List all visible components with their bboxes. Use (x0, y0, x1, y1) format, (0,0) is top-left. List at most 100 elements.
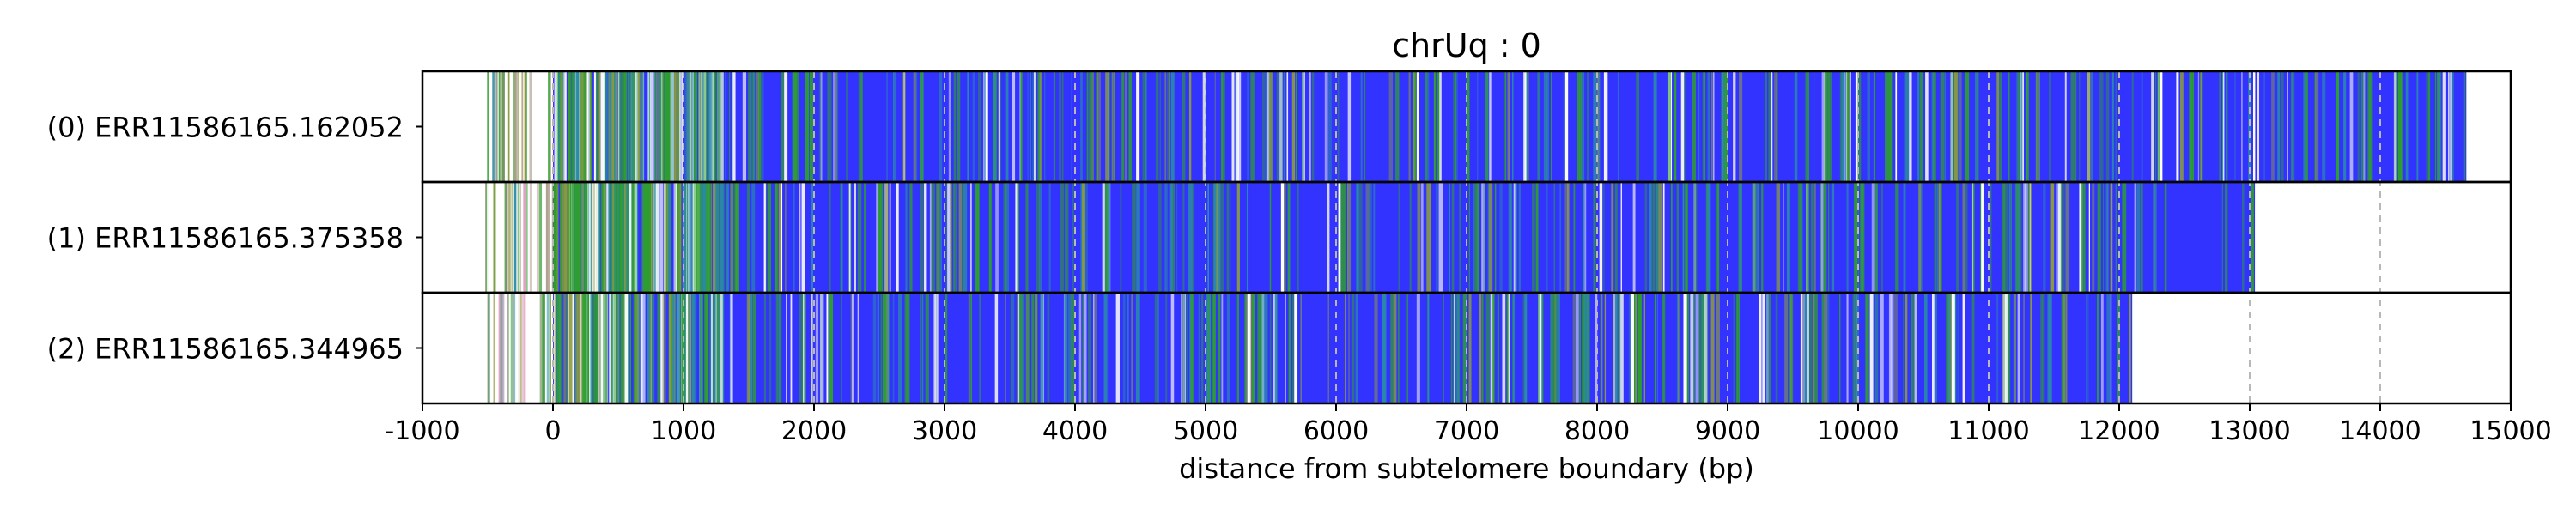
variant-stripe (2037, 71, 2040, 182)
variant-stripe (1136, 293, 1139, 403)
variant-stripe (1595, 293, 1598, 403)
variant-stripe (1188, 182, 1192, 293)
variant-stripe (2124, 182, 2126, 293)
variant-stripe (546, 293, 550, 403)
variant-stripe (1512, 71, 1514, 182)
variant-stripe (1005, 71, 1009, 182)
variant-stripe (1845, 71, 1848, 182)
variant-stripe (1005, 182, 1010, 293)
variant-stripe (793, 71, 797, 182)
variant-stripe (864, 182, 866, 293)
variant-stripe (1416, 293, 1420, 403)
variant-stripe (1644, 182, 1648, 293)
variant-stripe (1821, 71, 1826, 182)
variant-stripe (781, 71, 785, 182)
variant-stripe (1356, 182, 1359, 293)
variant-stripe (1962, 182, 1966, 293)
variant-stripe (1918, 182, 1922, 293)
variant-stripe (767, 182, 772, 293)
variant-stripe (1395, 71, 1400, 182)
variant-stripe (1072, 182, 1074, 293)
variant-stripe (674, 71, 678, 182)
variant-stripe (1893, 293, 1898, 403)
variant-stripe (510, 293, 513, 403)
variant-stripe (2064, 71, 2067, 182)
variant-stripe (1761, 182, 1764, 293)
variant-stripe (1010, 293, 1012, 403)
variant-stripe (857, 182, 862, 293)
variant-stripe (587, 182, 590, 293)
variant-stripe (618, 71, 622, 182)
variant-stripe (819, 71, 821, 182)
variant-stripe (2416, 71, 2419, 182)
variant-stripe (708, 182, 712, 293)
variant-stripe (876, 182, 878, 293)
variant-stripe (666, 182, 669, 293)
variant-stripe (1814, 182, 1816, 293)
variant-stripe (1673, 71, 1677, 182)
variant-stripe (539, 293, 542, 403)
variant-stripe (1888, 71, 1893, 182)
variant-stripe (1032, 71, 1036, 182)
read-tracks (485, 71, 2467, 403)
variant-stripe (1821, 293, 1825, 403)
variant-stripe (2315, 71, 2318, 182)
variant-stripe (714, 293, 716, 403)
variant-stripe (671, 71, 674, 182)
variant-stripe (1027, 71, 1029, 182)
variant-stripe (1795, 71, 1797, 182)
variant-stripe (1468, 182, 1470, 293)
variant-stripe (2018, 182, 2022, 293)
variant-stripe (1107, 182, 1110, 293)
variant-stripe (672, 293, 677, 403)
variant-stripe (931, 182, 935, 293)
variant-stripe (641, 71, 644, 182)
variant-stripe (2106, 293, 2111, 403)
variant-stripe (2225, 71, 2228, 182)
variant-stripe (1593, 182, 1596, 293)
variant-stripe (2280, 71, 2284, 182)
variant-stripe (586, 71, 589, 182)
variant-stripe (704, 293, 708, 403)
variant-stripe (512, 293, 514, 403)
variant-stripe (1880, 293, 1884, 403)
variant-stripe (1599, 182, 1603, 293)
variant-stripe (553, 182, 556, 293)
variant-stripe (729, 71, 731, 182)
variant-stripe (1576, 293, 1579, 403)
variant-stripe (625, 182, 628, 293)
variant-stripe (859, 71, 863, 182)
variant-stripe (1080, 71, 1083, 182)
variant-stripe (1630, 293, 1634, 403)
variant-stripe (1347, 182, 1352, 293)
variant-stripe (947, 182, 951, 293)
variant-stripe (1494, 182, 1497, 293)
variant-stripe (925, 293, 929, 403)
variant-stripe (799, 182, 801, 293)
variant-stripe (1615, 293, 1618, 403)
variant-stripe (1037, 71, 1042, 182)
variant-stripe (556, 293, 560, 403)
variant-stripe (970, 293, 973, 403)
variant-stripe (1888, 293, 1892, 403)
variant-stripe (1820, 182, 1824, 293)
variant-stripe (758, 71, 762, 182)
variant-stripe (1507, 71, 1510, 182)
variant-stripe (691, 293, 696, 403)
variant-stripe (583, 71, 587, 182)
variant-stripe (1856, 182, 1857, 293)
variant-stripe (1614, 182, 1618, 293)
variant-stripe (1462, 293, 1465, 403)
variant-stripe (624, 293, 629, 403)
variant-stripe (1656, 182, 1660, 293)
variant-stripe (1996, 71, 2000, 182)
variant-stripe (977, 71, 981, 182)
variant-stripe (1578, 71, 1583, 182)
x-axis: -1000 0 1000 2000 3000 4000 5000 6000 7000 8000 90… (385, 403, 2552, 446)
variant-stripe (1236, 293, 1240, 403)
variant-stripe (1905, 71, 1910, 182)
variant-stripe (699, 182, 703, 293)
variant-stripe (523, 293, 526, 403)
variant-stripe (1280, 182, 1285, 293)
